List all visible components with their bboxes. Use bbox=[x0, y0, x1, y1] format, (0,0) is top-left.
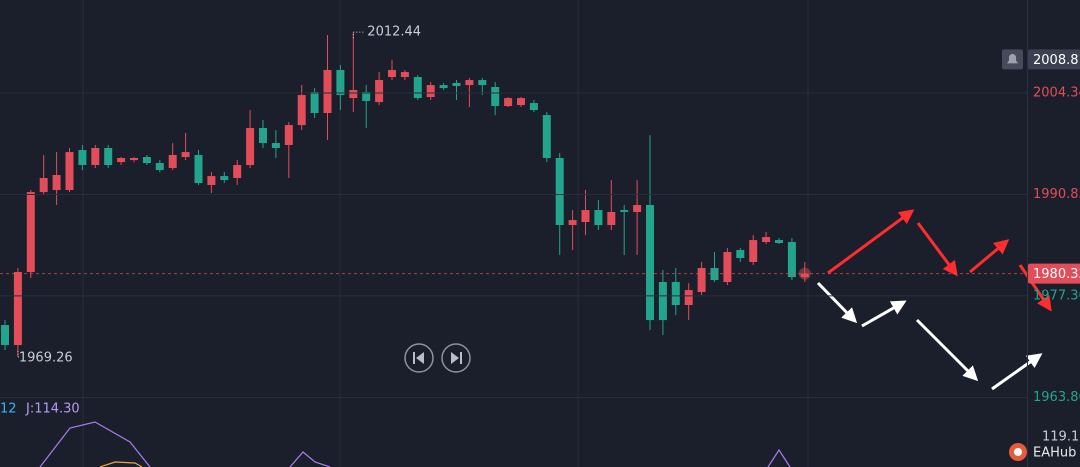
candle-body bbox=[452, 83, 461, 87]
candle-body bbox=[284, 125, 293, 145]
candle-body bbox=[504, 98, 513, 107]
indicator-axis-label: 119.1 bbox=[1042, 430, 1079, 445]
candle-body bbox=[65, 152, 74, 191]
candle-body bbox=[117, 158, 126, 163]
candle-body bbox=[388, 70, 396, 78]
candle-body bbox=[1, 325, 9, 346]
candle-body bbox=[310, 92, 319, 114]
candle-body bbox=[207, 176, 216, 186]
candle-body bbox=[155, 163, 164, 171]
candle-body bbox=[439, 85, 448, 89]
current-price-badge bbox=[1028, 263, 1080, 284]
low-connector bbox=[17, 350, 20, 358]
j-label: J:114.30 bbox=[25, 402, 80, 417]
candle-body bbox=[78, 150, 87, 165]
candle-body bbox=[491, 87, 500, 107]
candle-body bbox=[723, 252, 732, 283]
candle-body bbox=[400, 72, 409, 78]
candle-body bbox=[658, 282, 667, 321]
candle-body bbox=[39, 178, 48, 193]
alert-badge bbox=[1028, 49, 1080, 70]
candle-body bbox=[775, 240, 783, 243]
candle-body bbox=[542, 115, 551, 159]
candle-body bbox=[671, 282, 680, 306]
candle-body bbox=[26, 192, 35, 273]
low-label: 1969.26 bbox=[19, 350, 73, 365]
candle-body bbox=[607, 211, 616, 226]
candle-body bbox=[13, 272, 22, 346]
indicator-lines bbox=[39, 421, 791, 467]
alert-price-label: 2008.81 bbox=[1033, 53, 1080, 68]
candle-body bbox=[362, 92, 371, 101]
candle-body bbox=[517, 98, 525, 106]
candle-body bbox=[800, 273, 809, 278]
y-tick-label: 1990.85 bbox=[1033, 187, 1080, 202]
k-label: 12 bbox=[0, 402, 17, 417]
candle-body bbox=[52, 174, 61, 191]
candle-body bbox=[297, 95, 306, 126]
candle-body bbox=[336, 70, 345, 96]
candle-body bbox=[142, 157, 151, 164]
candle-body bbox=[529, 103, 538, 111]
candle-body bbox=[168, 154, 177, 169]
candle-body bbox=[91, 148, 100, 165]
current-price-label: 1980.33 bbox=[1033, 267, 1080, 282]
candle-body bbox=[375, 80, 384, 103]
candle-body bbox=[762, 237, 771, 243]
candle-body bbox=[749, 240, 758, 263]
high-label: 2012.44 bbox=[367, 25, 421, 40]
candle-body bbox=[181, 152, 190, 158]
candle-body bbox=[413, 77, 422, 99]
candle-body bbox=[465, 80, 474, 86]
candle-body bbox=[697, 268, 706, 293]
candle-body bbox=[620, 210, 629, 212]
candle-body bbox=[555, 158, 564, 226]
logo: EAHub bbox=[1009, 443, 1076, 461]
candle-body bbox=[478, 80, 487, 86]
playback-controls bbox=[404, 343, 471, 373]
prev-button[interactable] bbox=[404, 343, 434, 373]
current-price-glow bbox=[798, 267, 811, 280]
candle-body bbox=[323, 70, 332, 114]
candle-body bbox=[684, 290, 693, 306]
candle-body bbox=[646, 205, 654, 321]
y-tick-label: 2004.34 bbox=[1033, 86, 1080, 101]
forecast-arrows bbox=[816, 209, 1052, 391]
candle-body bbox=[736, 250, 745, 259]
candle-body bbox=[246, 127, 255, 165]
candle-body bbox=[130, 158, 138, 161]
candle-body bbox=[233, 164, 242, 179]
candle-body bbox=[271, 143, 280, 149]
candle-body bbox=[104, 148, 113, 165]
candle-body bbox=[220, 176, 229, 181]
logo-text: EAHub bbox=[1033, 446, 1076, 461]
candle-body bbox=[568, 220, 577, 226]
candle-body bbox=[194, 154, 203, 184]
candle-body bbox=[349, 90, 358, 99]
alert-icon bbox=[1007, 53, 1018, 64]
candle-body bbox=[594, 210, 603, 226]
candle-body bbox=[581, 210, 590, 223]
y-tick-label: 1977.36 bbox=[1033, 288, 1080, 303]
candle-body bbox=[633, 205, 642, 212]
candle-body bbox=[787, 242, 796, 278]
next-button[interactable] bbox=[441, 343, 471, 373]
candle-body bbox=[426, 85, 435, 98]
candles bbox=[1, 32, 809, 357]
y-tick-label: 1963.86 bbox=[1033, 390, 1080, 405]
candle-body bbox=[259, 127, 267, 144]
high-connector bbox=[352, 31, 366, 39]
